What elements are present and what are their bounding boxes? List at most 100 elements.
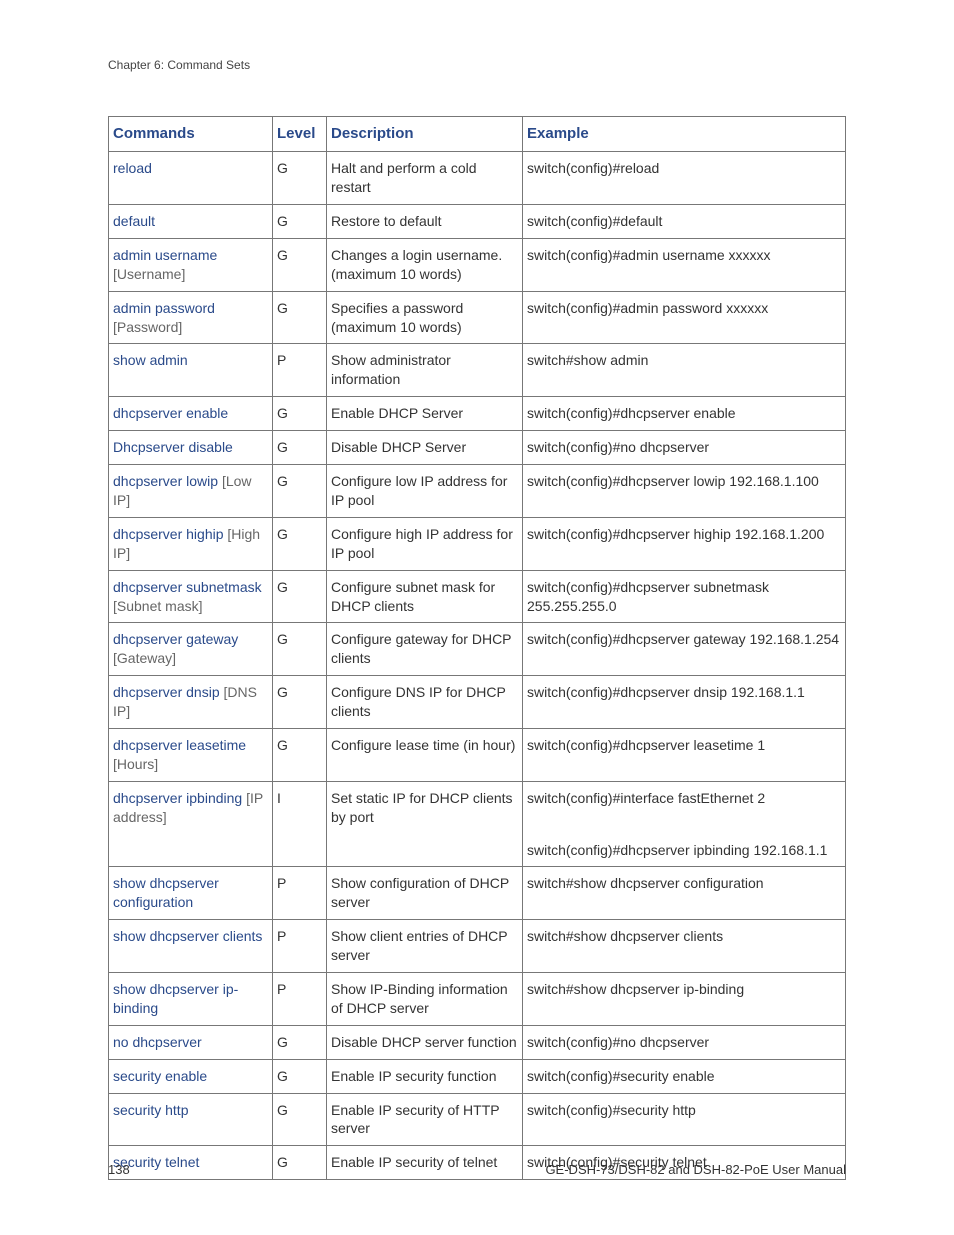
cell-level: G xyxy=(273,1025,327,1059)
cell-level: G xyxy=(273,205,327,239)
manual-title: GE-DSH-73/DSH-82 and DSH-82-PoE User Man… xyxy=(545,1162,846,1177)
cell-example: switch(config)#dhcpserver leasetime 1 xyxy=(523,728,846,781)
cell-example: switch#show dhcpserver ip-binding xyxy=(523,972,846,1025)
cell-command: show dhcpserver clients xyxy=(109,920,273,973)
cell-description: Changes a login username. (maximum 10 wo… xyxy=(327,238,523,291)
cell-description: Configure low IP address for IP pool xyxy=(327,465,523,518)
command-link[interactable]: dhcpserver subnetmask xyxy=(113,579,262,595)
cell-description: Set static IP for DHCP clients by port xyxy=(327,781,523,833)
cell-command: admin password [Password] xyxy=(109,291,273,344)
cell-description: Configure lease time (in hour) xyxy=(327,728,523,781)
cell-description: Configure DNS IP for DHCP clients xyxy=(327,676,523,729)
cell-level: G xyxy=(273,152,327,205)
cell-description: Disable DHCP Server xyxy=(327,431,523,465)
cell-example: switch(config)#dhcpserver lowip 192.168.… xyxy=(523,465,846,518)
cell-example: switch(config)#no dhcpserver xyxy=(523,1025,846,1059)
cell-empty xyxy=(273,834,327,867)
cell-example: switch#show dhcpserver configuration xyxy=(523,867,846,920)
command-link[interactable]: security http xyxy=(113,1102,188,1118)
cell-command: show dhcpserver configuration xyxy=(109,867,273,920)
table-row: dhcpserver ipbinding [IP address]ISet st… xyxy=(109,781,846,833)
table-row: show adminPShow administrator informatio… xyxy=(109,344,846,397)
command-link[interactable]: show dhcpserver ip-binding xyxy=(113,981,238,1016)
command-link[interactable]: show admin xyxy=(113,352,188,368)
cell-command: dhcpserver dnsip [DNS IP] xyxy=(109,676,273,729)
cell-example: switch(config)#interface fastEthernet 2 xyxy=(523,781,846,833)
cell-command: security http xyxy=(109,1093,273,1146)
table-row: no dhcpserverGDisable DHCP server functi… xyxy=(109,1025,846,1059)
cell-level: G xyxy=(273,238,327,291)
table-row: security enableGEnable IP security funct… xyxy=(109,1059,846,1093)
header-example: Example xyxy=(523,117,846,152)
command-link[interactable]: dhcpserver leasetime xyxy=(113,737,246,753)
cell-example: switch(config)#default xyxy=(523,205,846,239)
cell-description: Show IP-Binding information of DHCP serv… xyxy=(327,972,523,1025)
command-link[interactable]: security enable xyxy=(113,1068,207,1084)
cell-level: G xyxy=(273,676,327,729)
cell-description: Configure gateway for DHCP clients xyxy=(327,623,523,676)
command-param: [Gateway] xyxy=(113,650,176,666)
cell-command: no dhcpserver xyxy=(109,1025,273,1059)
cell-command: dhcpserver leasetime [Hours] xyxy=(109,728,273,781)
table-row-continuation: switch(config)#dhcpserver ipbinding 192.… xyxy=(109,834,846,867)
table-row: dhcpserver enable GEnable DHCP Serverswit… xyxy=(109,397,846,431)
page-container: Chapter 6: Command Sets Commands Level D… xyxy=(0,0,954,1235)
command-link[interactable]: dhcpserver ipbinding xyxy=(113,790,242,806)
cell-level: G xyxy=(273,728,327,781)
cell-level: I xyxy=(273,781,327,833)
cell-description: Halt and perform a cold restart xyxy=(327,152,523,205)
cell-level: G xyxy=(273,397,327,431)
cell-empty xyxy=(327,834,523,867)
cell-example: switch#show admin xyxy=(523,344,846,397)
cell-command: dhcpserver ipbinding [IP address] xyxy=(109,781,273,833)
command-link[interactable]: dhcpserver gateway xyxy=(113,631,238,647)
cell-empty xyxy=(109,834,273,867)
header-level: Level xyxy=(273,117,327,152)
cell-command: dhcpserver enable xyxy=(109,397,273,431)
command-link[interactable]: dhcpserver dnsip xyxy=(113,684,220,700)
command-link[interactable]: show dhcpserver clients xyxy=(113,928,262,944)
command-param: [Subnet mask] xyxy=(113,598,203,614)
cell-description: Enable IP security function xyxy=(327,1059,523,1093)
cell-level: G xyxy=(273,291,327,344)
cell-command: default xyxy=(109,205,273,239)
cell-level: P xyxy=(273,920,327,973)
cell-command: dhcpserver highip [High IP] xyxy=(109,517,273,570)
command-link[interactable]: dhcpserver enable xyxy=(113,405,228,421)
cell-example: switch(config)#admin username xxxxxx xyxy=(523,238,846,291)
cell-example: switch(config)#security http xyxy=(523,1093,846,1146)
cell-example-continuation: switch(config)#dhcpserver ipbinding 192.… xyxy=(523,834,846,867)
header-commands: Commands xyxy=(109,117,273,152)
cell-example: switch(config)#security enable xyxy=(523,1059,846,1093)
cell-level: G xyxy=(273,623,327,676)
command-link[interactable]: reload xyxy=(113,160,152,176)
cell-description: Specifies a password (maximum 10 words) xyxy=(327,291,523,344)
table-header-row: Commands Level Description Example xyxy=(109,117,846,152)
cell-command: Dhcpserver disable xyxy=(109,431,273,465)
table-row: default GRestore to defaultswitch(config)… xyxy=(109,205,846,239)
cell-command: reload xyxy=(109,152,273,205)
cell-command: show admin xyxy=(109,344,273,397)
cell-example: switch(config)#dhcpserver subnetmask 255… xyxy=(523,570,846,623)
command-link[interactable]: Dhcpserver disable xyxy=(113,439,233,455)
table-row: show dhcpserver configurationPShow confi… xyxy=(109,867,846,920)
command-link[interactable]: dhcpserver lowip xyxy=(113,473,218,489)
command-param: [Hours] xyxy=(113,756,158,772)
chapter-heading: Chapter 6: Command Sets xyxy=(108,58,846,72)
table-row: dhcpserver lowip [Low IP]GConfigure low … xyxy=(109,465,846,518)
cell-example: switch(config)#dhcpserver enable xyxy=(523,397,846,431)
cell-level: G xyxy=(273,431,327,465)
cell-level: G xyxy=(273,570,327,623)
command-link[interactable]: show dhcpserver configuration xyxy=(113,875,219,910)
command-link[interactable]: no dhcpserver xyxy=(113,1034,202,1050)
command-link[interactable]: dhcpserver highip xyxy=(113,526,224,542)
command-link[interactable]: admin username xyxy=(113,247,217,263)
cell-description: Enable DHCP Server xyxy=(327,397,523,431)
cell-example: switch(config)#dhcpserver dnsip 192.168.… xyxy=(523,676,846,729)
command-link[interactable]: admin password xyxy=(113,300,215,316)
command-param: [Username] xyxy=(113,266,185,282)
table-row: dhcpserver dnsip [DNS IP]GConfigure DNS … xyxy=(109,676,846,729)
command-link[interactable]: default xyxy=(113,213,155,229)
command-table: Commands Level Description Example reloa… xyxy=(108,116,846,1180)
cell-description: Restore to default xyxy=(327,205,523,239)
